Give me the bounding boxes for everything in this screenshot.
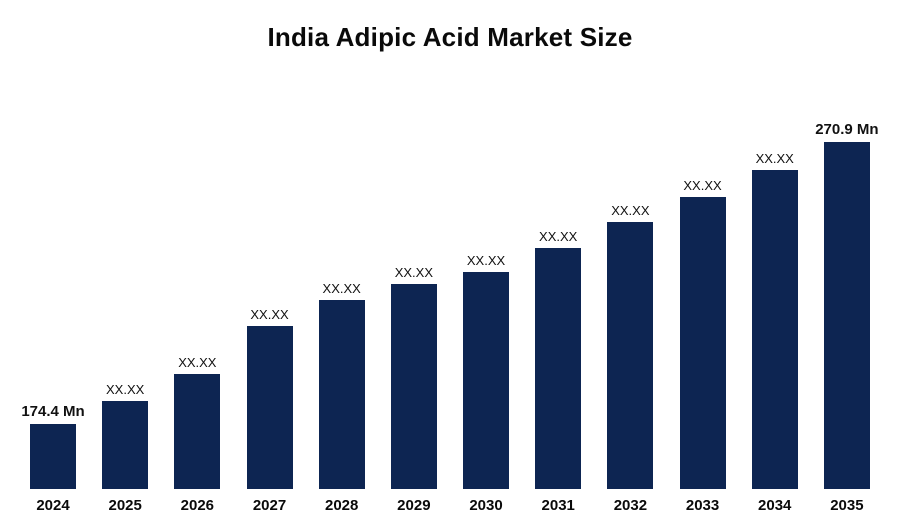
bar-value-label: XX.XX: [322, 281, 361, 296]
bar: [751, 170, 798, 489]
bar-value-label: XX.XX: [683, 178, 722, 193]
x-axis-tick-label: 2032: [613, 497, 648, 514]
bar: [30, 424, 76, 489]
x-axis-tick-label: 2024: [36, 497, 70, 514]
bar: [174, 374, 221, 489]
bar: [463, 272, 510, 489]
bar-value-label: XX.XX: [466, 253, 506, 268]
bar: [318, 300, 365, 489]
chart-title: India Adipic Acid Market Size: [267, 22, 633, 52]
bar-column: XX.XX 2029: [381, 265, 447, 517]
bar-value-label: XX.XX: [178, 355, 217, 370]
bar: [102, 401, 149, 489]
bar-column: XX.XX 2028: [309, 281, 375, 517]
bar-value-label: XX.XX: [394, 265, 433, 280]
x-axis-tick-label: 2031: [541, 497, 575, 514]
plot-area: 174.4 Mn 2024 XX.XX 2025 XX.XX 2026 XX.XX 2027 X…: [14, 63, 886, 517]
bar-column: XX.XX 2034: [742, 151, 808, 517]
bar-value-label: XX.XX: [539, 229, 578, 244]
bar-column: XX.XX 2030: [453, 253, 519, 517]
x-axis-tick-label: 2030: [469, 497, 503, 514]
bar: [246, 326, 293, 489]
bar-column: XX.XX 2025: [92, 382, 158, 517]
bar: [390, 284, 437, 489]
bar: [535, 248, 582, 489]
bar-column: XX.XX 2027: [237, 307, 303, 517]
bar-column: 174.4 Mn 2024: [20, 403, 86, 517]
x-axis-tick-label: 2034: [758, 497, 792, 514]
bar: [607, 222, 654, 489]
bar: [823, 142, 870, 489]
x-axis-tick-label: 2033: [685, 497, 720, 514]
bar-column: XX.XX 2033: [670, 178, 736, 517]
bar-value-label: XX.XX: [106, 382, 145, 397]
bar-value-label: XX.XX: [250, 307, 289, 322]
bar-value-label: XX.XX: [755, 151, 794, 166]
x-axis-tick-label: 2029: [397, 497, 431, 514]
bar-column: 270.9 Mn 2035: [814, 121, 880, 517]
x-axis-tick-label: 2028: [325, 497, 359, 514]
x-axis-tick-label: 2025: [108, 497, 142, 514]
bar-value-label: 270.9 Mn: [815, 121, 879, 138]
bar-value-label: XX.XX: [611, 203, 650, 218]
bar-value-label: 174.4 Mn: [21, 403, 85, 420]
x-axis-tick-label: 2035: [830, 497, 864, 514]
bar-column: XX.XX 2031: [525, 229, 591, 517]
bar-column: XX.XX 2032: [597, 203, 663, 517]
bar-column: XX.XX 2026: [164, 355, 230, 517]
x-axis-tick-label: 2027: [252, 497, 287, 514]
bar: [679, 197, 726, 489]
x-axis-tick-label: 2026: [180, 497, 215, 514]
